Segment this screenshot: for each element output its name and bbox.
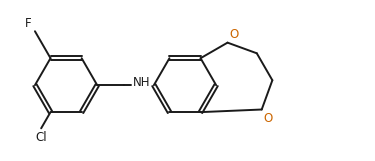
Text: O: O [230,28,239,41]
Text: F: F [25,17,32,30]
Text: Cl: Cl [35,131,47,144]
Text: O: O [264,112,273,125]
Text: NH: NH [132,76,150,89]
